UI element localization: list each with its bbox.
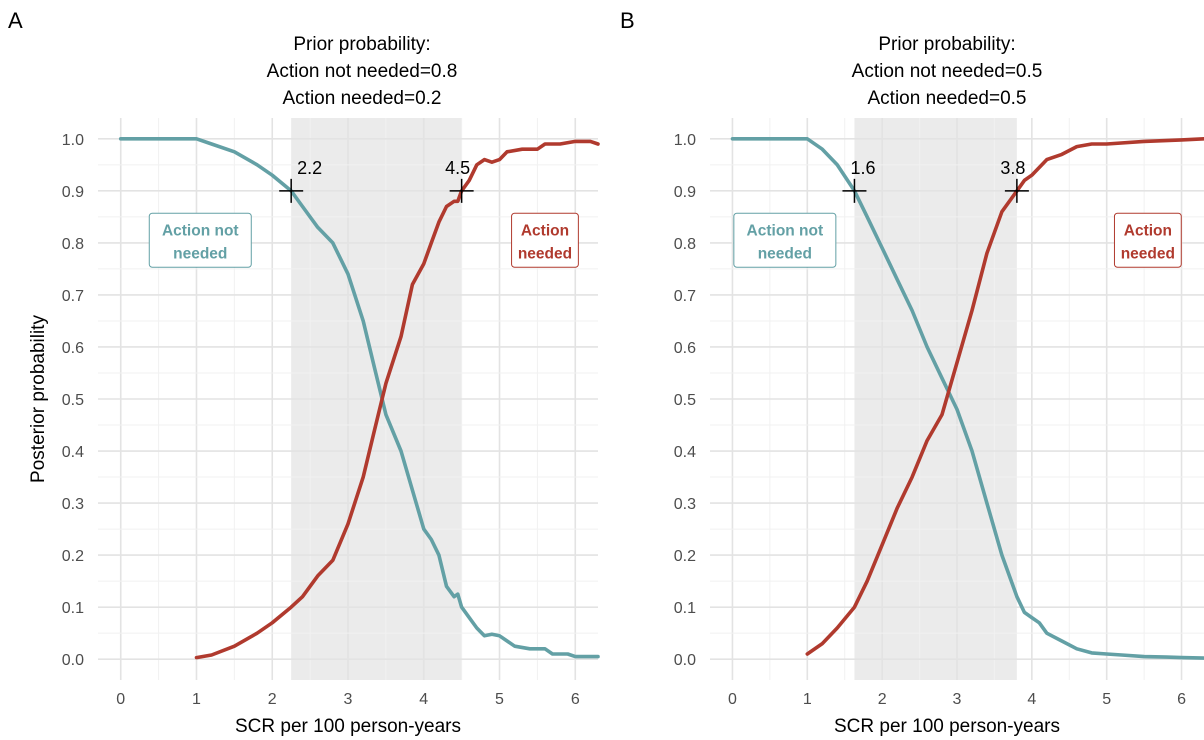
panel-b: B Prior probability: Action not needed=0.5… [620, 8, 1204, 737]
chart-title-line: Action not needed=0.8 [267, 61, 458, 82]
region-label-text: Action not [162, 222, 239, 239]
y-tick-label: 0.2 [674, 548, 696, 565]
region-label: Action not needed [733, 212, 837, 268]
y-tick-label: 0.5 [674, 392, 696, 409]
region-label-text: Action [1124, 222, 1172, 239]
x-axis-label: SCR per 100 person-years [235, 716, 461, 737]
chart-title-line: Prior probability: [878, 34, 1015, 55]
x-tick-label: 2 [268, 691, 277, 708]
x-tick-label: 3 [953, 691, 962, 708]
x-tick-label: 1 [192, 691, 201, 708]
x-tick-label: 5 [495, 691, 504, 708]
series-line-action-not-needed [730, 137, 1204, 660]
region-label-box [511, 212, 579, 268]
chart-title-line: Action needed=0.2 [283, 88, 442, 109]
x-tick-label: 0 [116, 691, 125, 708]
threshold-label: 4.5 [445, 158, 470, 178]
chart-title-line: Action not needed=0.5 [852, 61, 1043, 82]
y-tick-label: 0.3 [674, 496, 696, 513]
y-tick-label: 0.5 [62, 392, 84, 409]
threshold-marker [842, 178, 867, 203]
region-label-text: needed [518, 245, 572, 262]
y-tick-label: 0.7 [674, 288, 696, 305]
y-tick-label: 0.7 [62, 288, 84, 305]
y-tick-label: 0.4 [674, 444, 696, 461]
x-tick-label: 1 [803, 691, 812, 708]
y-tick-label: 0.1 [674, 600, 696, 617]
region-label-text: Action [521, 222, 569, 239]
region-label: Action needed [1113, 212, 1182, 268]
y-tick-label: 0.0 [62, 652, 84, 669]
y-tick-label: 0.3 [62, 496, 84, 513]
series-line-action-needed [805, 137, 1204, 656]
y-tick-label: 0.6 [62, 340, 84, 357]
y-tick-label: 0.8 [62, 236, 84, 253]
y-tick-label: 0.8 [674, 236, 696, 253]
y-tick-label: 0.9 [674, 184, 696, 201]
region-label-text: needed [1121, 245, 1175, 262]
y-tick-label: 0.9 [62, 184, 84, 201]
y-tick-label: 1.0 [674, 132, 696, 149]
chart-title-line: Action needed=0.5 [868, 88, 1027, 109]
series-line-action-needed [194, 139, 600, 660]
y-tick-label: 0.1 [62, 600, 84, 617]
x-tick-label: 0 [728, 691, 737, 708]
region-label-box [148, 212, 252, 268]
y-tick-label: 0.2 [62, 548, 84, 565]
x-tick-label: 5 [1102, 691, 1111, 708]
x-tick-label: 4 [1027, 691, 1036, 708]
threshold-marker [1004, 178, 1029, 203]
panel-label: A [8, 8, 23, 33]
y-axis-label: Posterior probability [28, 315, 49, 483]
series-line-action-not-needed [118, 137, 600, 659]
threshold-label: 1.6 [850, 158, 875, 178]
x-tick-label: 2 [878, 691, 887, 708]
threshold-label: 3.8 [1000, 158, 1025, 178]
region-label-text: needed [758, 245, 812, 262]
region-label-text: needed [173, 245, 227, 262]
region-label-box [733, 212, 837, 268]
x-tick-label: 3 [344, 691, 353, 708]
grid [98, 118, 598, 680]
chart-title-line: Prior probability: [293, 34, 430, 55]
panel-label: B [620, 8, 635, 33]
threshold-marker [279, 178, 304, 203]
region-label-box [1113, 212, 1182, 268]
y-tick-label: 1.0 [62, 132, 84, 149]
y-tick-label: 0.4 [62, 444, 84, 461]
x-tick-label: 6 [571, 691, 580, 708]
region-label: Action not needed [148, 212, 252, 268]
region-label-text: Action not [747, 222, 824, 239]
x-tick-label: 4 [419, 691, 428, 708]
x-axis-label: SCR per 100 person-years [834, 716, 1060, 737]
threshold-label: 2.2 [297, 158, 322, 178]
region-label: Action needed [511, 212, 579, 268]
panel-a: A Prior probability: Action not needed=0.8… [8, 8, 600, 737]
y-tick-label: 0.6 [674, 340, 696, 357]
threshold-marker [449, 178, 474, 203]
y-tick-label: 0.0 [674, 652, 696, 669]
x-tick-label: 6 [1177, 691, 1186, 708]
grid [710, 118, 1204, 680]
